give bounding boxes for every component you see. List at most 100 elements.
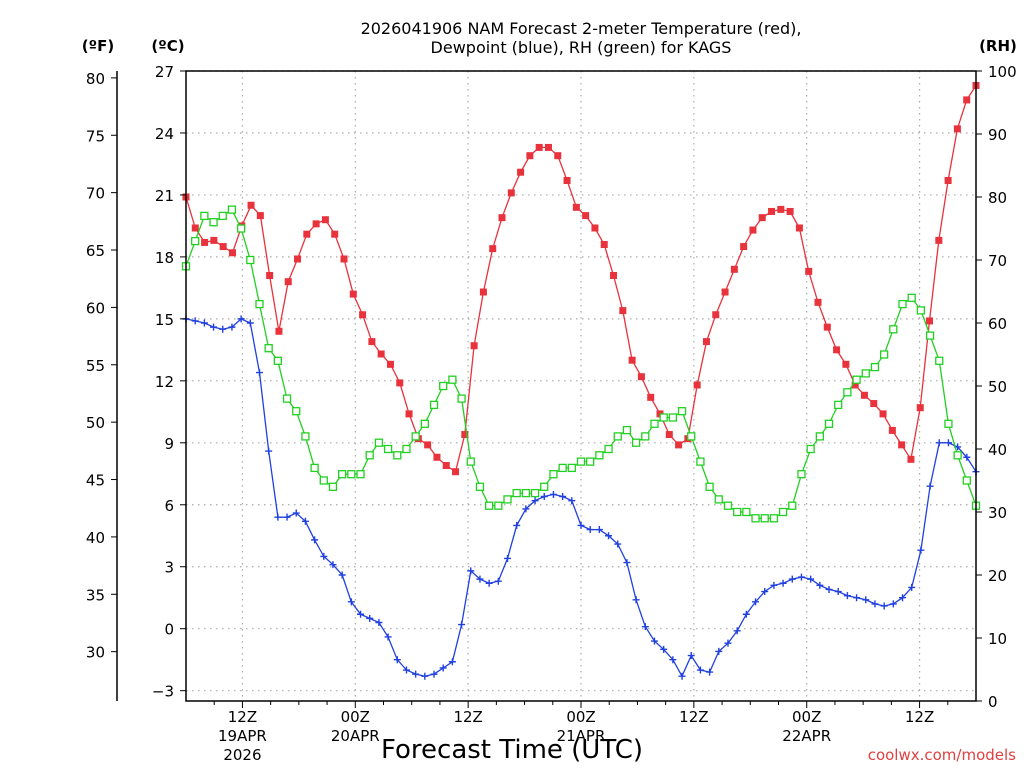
rh-point xyxy=(282,394,292,403)
fahrenheit-tick-label: 55 xyxy=(86,357,105,375)
temperature-point xyxy=(591,224,599,232)
temperature-point xyxy=(740,243,748,251)
temperature-point xyxy=(702,338,710,346)
temperature-point xyxy=(600,241,608,249)
celsius-tick-label: 9 xyxy=(164,435,174,453)
temperature-point xyxy=(916,404,924,412)
dewpoint-point xyxy=(650,637,658,645)
dewpoint-point xyxy=(724,639,732,647)
celsius-tick-label: 27 xyxy=(155,63,174,81)
temperature-point xyxy=(888,426,896,434)
rh-point xyxy=(521,488,531,498)
rh-point xyxy=(723,501,733,510)
rh-point xyxy=(338,470,347,479)
dewpoint-point xyxy=(402,666,410,674)
rh-point xyxy=(769,514,779,523)
rh-point xyxy=(328,482,338,491)
rh-point xyxy=(200,211,209,221)
dewpoint-point xyxy=(522,505,530,513)
rh-point xyxy=(861,369,870,378)
rh-point xyxy=(916,306,926,315)
celsius-tick-label: 15 xyxy=(155,311,174,329)
dewpoint-point xyxy=(944,439,952,447)
temperature-point xyxy=(647,393,655,401)
rh-point xyxy=(301,432,310,441)
rh-point xyxy=(310,463,319,473)
rh-point xyxy=(714,495,723,504)
dewpoint-point xyxy=(200,319,208,327)
rh-tick-label: 40 xyxy=(988,441,1007,459)
temperature-point xyxy=(842,360,850,368)
dewpoint-point xyxy=(853,594,861,602)
temperature-point xyxy=(953,125,961,133)
rh-point xyxy=(751,514,760,523)
dewpoint-point xyxy=(825,585,833,593)
dewpoint-point xyxy=(908,583,916,591)
dewpoint-point xyxy=(935,439,943,447)
temperature-point xyxy=(210,236,218,244)
temperature-point xyxy=(693,381,701,389)
rh-point xyxy=(815,432,824,441)
dewpoint-point xyxy=(439,664,447,672)
celsius-tick-label: 0 xyxy=(164,621,174,639)
rh-point xyxy=(953,451,962,460)
temperature-point xyxy=(424,441,432,449)
dewpoint-point xyxy=(531,497,539,505)
rh-point xyxy=(677,407,687,416)
temperature-point xyxy=(860,391,868,399)
rh-point xyxy=(631,438,641,447)
x-axis-title: Forecast Time (UTC) xyxy=(381,735,643,765)
temperature-point xyxy=(331,230,339,238)
dewpoint-point xyxy=(623,559,631,567)
celsius-tick-label: 12 xyxy=(155,373,174,391)
temperature-point xyxy=(377,350,385,358)
rh-point xyxy=(439,381,448,391)
temperature-point xyxy=(321,216,329,224)
dewpoint-point xyxy=(706,668,714,676)
dewpoint-point xyxy=(549,490,557,498)
temperature-point xyxy=(517,168,525,176)
rh-point xyxy=(494,501,503,510)
dewpoint-point xyxy=(595,526,603,534)
temperature-point xyxy=(637,373,645,381)
temperature-point xyxy=(405,410,413,418)
rh-point xyxy=(760,514,769,523)
dewpoint-point xyxy=(228,323,236,331)
dewpoint-point xyxy=(292,509,300,517)
dewpoint-point xyxy=(752,598,760,606)
dewpoint-point xyxy=(733,627,741,635)
rh-tick-label: 20 xyxy=(988,567,1007,585)
dewpoint-point xyxy=(807,575,815,583)
rh-point xyxy=(613,432,622,441)
rh-point xyxy=(962,476,971,485)
x-tick-label: 12Z xyxy=(228,708,257,726)
temperature-point xyxy=(294,255,302,263)
dewpoint-point xyxy=(696,666,704,674)
dewpoint-point xyxy=(880,602,888,610)
temperature-point xyxy=(396,379,404,387)
x-tick-date-label: 20APR xyxy=(331,727,380,745)
dewpoint-point xyxy=(770,581,778,589)
temperature-point xyxy=(572,203,580,211)
rh-tick-label: 90 xyxy=(988,126,1007,144)
rh-point xyxy=(383,444,393,454)
temperature-point xyxy=(544,143,552,151)
fahrenheit-tick-label: 80 xyxy=(86,70,105,88)
dewpoint-point xyxy=(614,540,622,548)
dewpoint-point xyxy=(889,600,897,608)
dewpoint-point xyxy=(448,658,456,666)
dewpoint-point xyxy=(687,652,695,660)
temperature-point xyxy=(795,224,803,232)
rh-point xyxy=(778,507,788,517)
temperature-point xyxy=(303,230,311,238)
celsius-tick-label: 24 xyxy=(155,125,174,143)
rh-point xyxy=(806,444,815,454)
dewpoint-point xyxy=(274,513,282,521)
temperature-point xyxy=(535,143,543,151)
rh-point xyxy=(429,400,439,410)
dewpoint-point xyxy=(540,493,548,501)
dewpoint-point xyxy=(632,596,640,604)
rh-point xyxy=(935,356,944,365)
temperature-point xyxy=(628,356,636,364)
dewpoint-point xyxy=(788,575,796,583)
